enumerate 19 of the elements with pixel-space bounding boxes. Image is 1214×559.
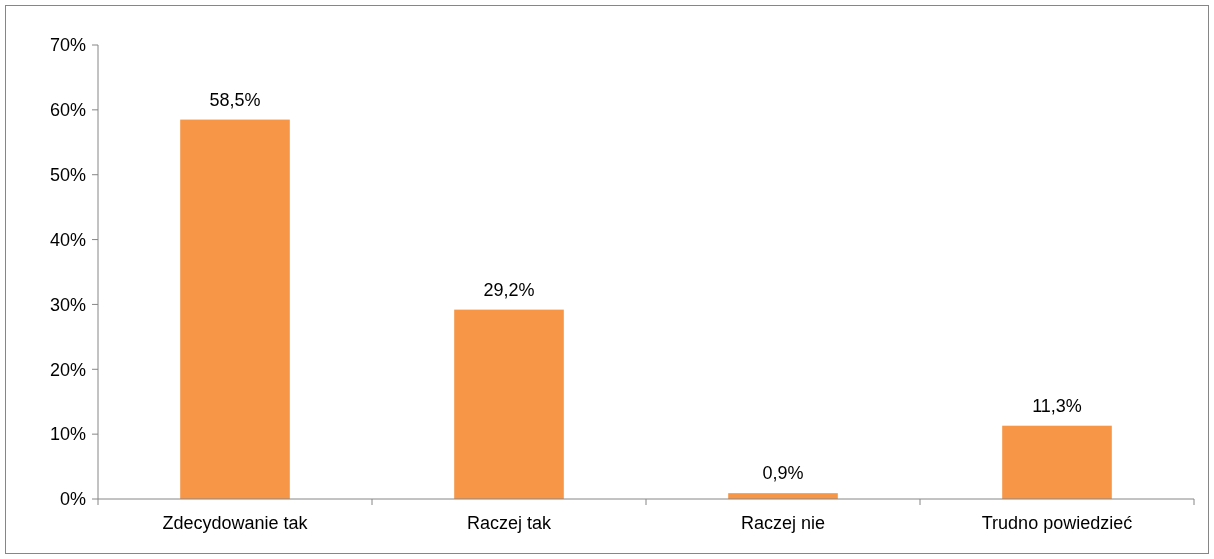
x-tick-label: Raczej nie [740, 513, 826, 533]
x-tick-label: Raczej tak [466, 513, 553, 533]
data-label: 0,9% [762, 463, 804, 484]
y-tick-label: 50% [49, 165, 86, 186]
y-tick-label: 0% [59, 489, 86, 510]
y-tick-label: 30% [49, 294, 86, 315]
data-label: 29,2% [483, 279, 535, 300]
data-label: 58,5% [209, 89, 261, 110]
data-label: 11,3% [1032, 395, 1082, 416]
bar [454, 309, 564, 499]
x-tick-label: Zdecydowanie tak [162, 513, 309, 533]
bar [180, 119, 290, 499]
x-tick-label: Trudno powiedzieć [981, 513, 1133, 533]
y-tick-label: 70% [49, 35, 86, 56]
y-tick-label: 10% [49, 424, 86, 445]
y-tick-label: 40% [49, 229, 86, 250]
y-tick-label: 60% [49, 100, 86, 121]
y-tick-label: 20% [49, 359, 86, 380]
bar [1002, 425, 1112, 499]
